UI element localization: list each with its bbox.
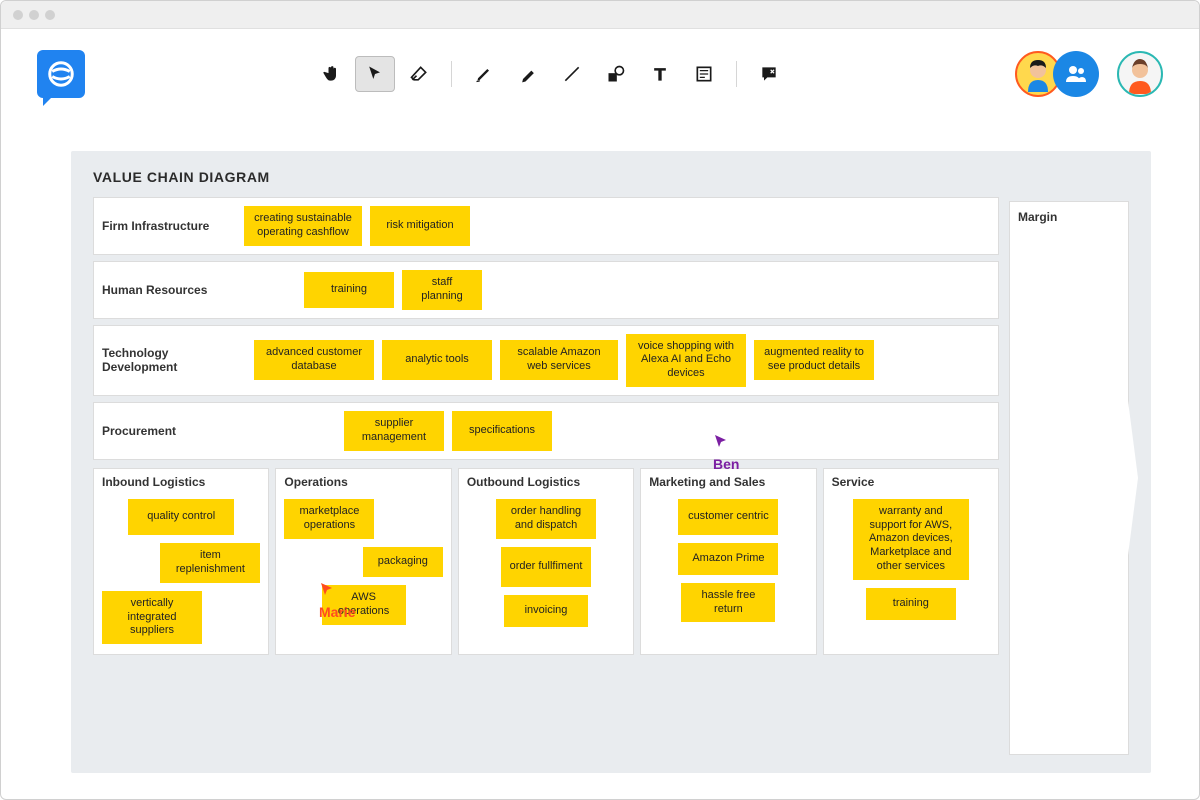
sticky-note[interactable]: risk mitigation xyxy=(370,206,470,246)
sticky-note[interactable]: invoicing xyxy=(504,595,588,627)
text-icon xyxy=(650,64,670,84)
marker-tool[interactable] xyxy=(508,56,548,92)
column-items: order handling and dispatch order fullfim… xyxy=(467,499,625,627)
person-icon xyxy=(1120,54,1160,94)
column-label: Inbound Logistics xyxy=(102,475,260,489)
window-frame: VALUE CHAIN DIAGRAM Firm Infrastructurec… xyxy=(0,0,1200,800)
sticky-note[interactable]: analytic tools xyxy=(382,340,492,380)
window-dot xyxy=(13,10,23,20)
column-label: Marketing and Sales xyxy=(649,475,807,489)
column-label: Operations xyxy=(284,475,442,489)
support-activities: Firm Infrastructurecreating sustainable … xyxy=(93,197,999,460)
sticky-note[interactable]: staff planning xyxy=(402,270,482,310)
comment-tool[interactable] xyxy=(749,56,789,92)
primary-column[interactable]: Service warranty and support for AWS, Ama… xyxy=(823,468,999,655)
sticky-note[interactable]: quality control xyxy=(128,499,234,535)
row-label: Firm Infrastructure xyxy=(94,219,244,233)
sticky-note[interactable]: scalable Amazon web services xyxy=(500,340,618,380)
column-items: quality control item replenishment vertica… xyxy=(102,499,260,644)
sticky-note[interactable]: order handling and dispatch xyxy=(496,499,596,539)
marker-icon xyxy=(518,64,538,84)
sticky-note[interactable]: warranty and support for AWS, Amazon dev… xyxy=(853,499,969,580)
primary-activities: Inbound Logistics quality control item rep… xyxy=(93,468,999,655)
toolbar-divider xyxy=(451,61,452,87)
sticky-note[interactable]: voice shopping with Alexa AI and Echo de… xyxy=(626,334,746,387)
logo-swirl-icon xyxy=(46,59,76,89)
row-items: advanced customer databaseanalytic tools… xyxy=(254,332,874,389)
toolbar-divider xyxy=(736,61,737,87)
shapes-tool[interactable] xyxy=(596,56,636,92)
column-label: Outbound Logistics xyxy=(467,475,625,489)
sticky-icon xyxy=(694,64,714,84)
people-icon xyxy=(1064,62,1088,86)
column-items: marketplace operations packaging AWS opera… xyxy=(284,499,442,625)
comment-icon xyxy=(759,64,779,84)
row-label: Human Resources xyxy=(94,283,244,297)
toolbar xyxy=(311,56,789,92)
canvas[interactable]: VALUE CHAIN DIAGRAM Firm Infrastructurec… xyxy=(71,151,1151,773)
sticky-note[interactable]: AWS operations xyxy=(322,585,406,625)
sticky-note[interactable]: advanced customer database xyxy=(254,340,374,380)
canvas-title: VALUE CHAIN DIAGRAM xyxy=(93,169,1129,185)
primary-column[interactable]: Operations marketplace operations packagin… xyxy=(275,468,451,655)
margin-label: Margin xyxy=(1010,202,1128,232)
line-icon xyxy=(562,64,582,84)
window-dot xyxy=(45,10,55,20)
eraser-tool[interactable] xyxy=(399,56,439,92)
sticky-note[interactable]: packaging xyxy=(363,547,443,577)
sticky-note[interactable]: augmented reality to see product details xyxy=(754,340,874,380)
sticky-note[interactable]: specifications xyxy=(452,411,552,451)
sticky-note[interactable]: creating sustainable operating cashflow xyxy=(244,206,362,246)
support-row[interactable]: Human Resources trainingstaff planning xyxy=(93,261,999,319)
titlebar xyxy=(1,1,1199,29)
sticky-note[interactable]: training xyxy=(304,272,394,308)
support-row[interactable]: Technology Development advanced customer … xyxy=(93,325,999,396)
shapes-icon xyxy=(606,64,626,84)
row-items: supplier managementspecifications xyxy=(344,409,552,453)
sticky-note[interactable]: supplier management xyxy=(344,411,444,451)
row-items: creating sustainable operating cashflowr… xyxy=(244,204,470,248)
line-tool[interactable] xyxy=(552,56,592,92)
column-items: customer centric Amazon Prime hassle free … xyxy=(649,499,807,623)
row-label: Technology Development xyxy=(94,346,244,374)
pointer-icon xyxy=(365,64,385,84)
primary-column[interactable]: Marketing and Sales customer centric Amazo… xyxy=(640,468,816,655)
window-dot xyxy=(29,10,39,20)
pen-tool[interactable] xyxy=(464,56,504,92)
sticky-note[interactable]: customer centric xyxy=(678,499,778,535)
sticky-note[interactable]: order fullfiment xyxy=(501,547,591,587)
pointer-tool[interactable] xyxy=(355,56,395,92)
primary-column[interactable]: Inbound Logistics quality control item rep… xyxy=(93,468,269,655)
column-items: warranty and support for AWS, Amazon dev… xyxy=(832,499,990,620)
person-icon xyxy=(1018,54,1058,94)
support-row[interactable]: Procurement supplier managementspecificat… xyxy=(93,402,999,460)
column-label: Service xyxy=(832,475,990,489)
app-logo[interactable] xyxy=(37,50,85,98)
sticky-note[interactable]: Amazon Prime xyxy=(678,543,778,575)
eraser-icon xyxy=(409,64,429,84)
avatar-cluster xyxy=(1015,51,1163,97)
margin-panel[interactable]: Margin xyxy=(1009,201,1129,755)
text-tool[interactable] xyxy=(640,56,680,92)
primary-column[interactable]: Outbound Logistics order handling and dis… xyxy=(458,468,634,655)
sticky-note[interactable]: vertically integrated suppliers xyxy=(102,591,202,644)
sticky-note[interactable]: training xyxy=(866,588,956,620)
topbar xyxy=(1,29,1199,119)
pen-icon xyxy=(474,64,494,84)
support-row[interactable]: Firm Infrastructurecreating sustainable … xyxy=(93,197,999,255)
row-label: Procurement xyxy=(94,424,244,438)
sticky-note[interactable]: marketplace operations xyxy=(284,499,374,539)
row-items: trainingstaff planning xyxy=(304,268,482,312)
avatar-group xyxy=(1015,51,1099,97)
sticky-tool[interactable] xyxy=(684,56,724,92)
sticky-note[interactable]: item replenishment xyxy=(160,543,260,583)
collaborators-button[interactable] xyxy=(1053,51,1099,97)
hand-icon xyxy=(321,64,341,84)
hand-tool[interactable] xyxy=(311,56,351,92)
avatar-user-2[interactable] xyxy=(1117,51,1163,97)
sticky-note[interactable]: hassle free return xyxy=(681,583,775,623)
margin-arrow-icon xyxy=(1116,308,1138,648)
